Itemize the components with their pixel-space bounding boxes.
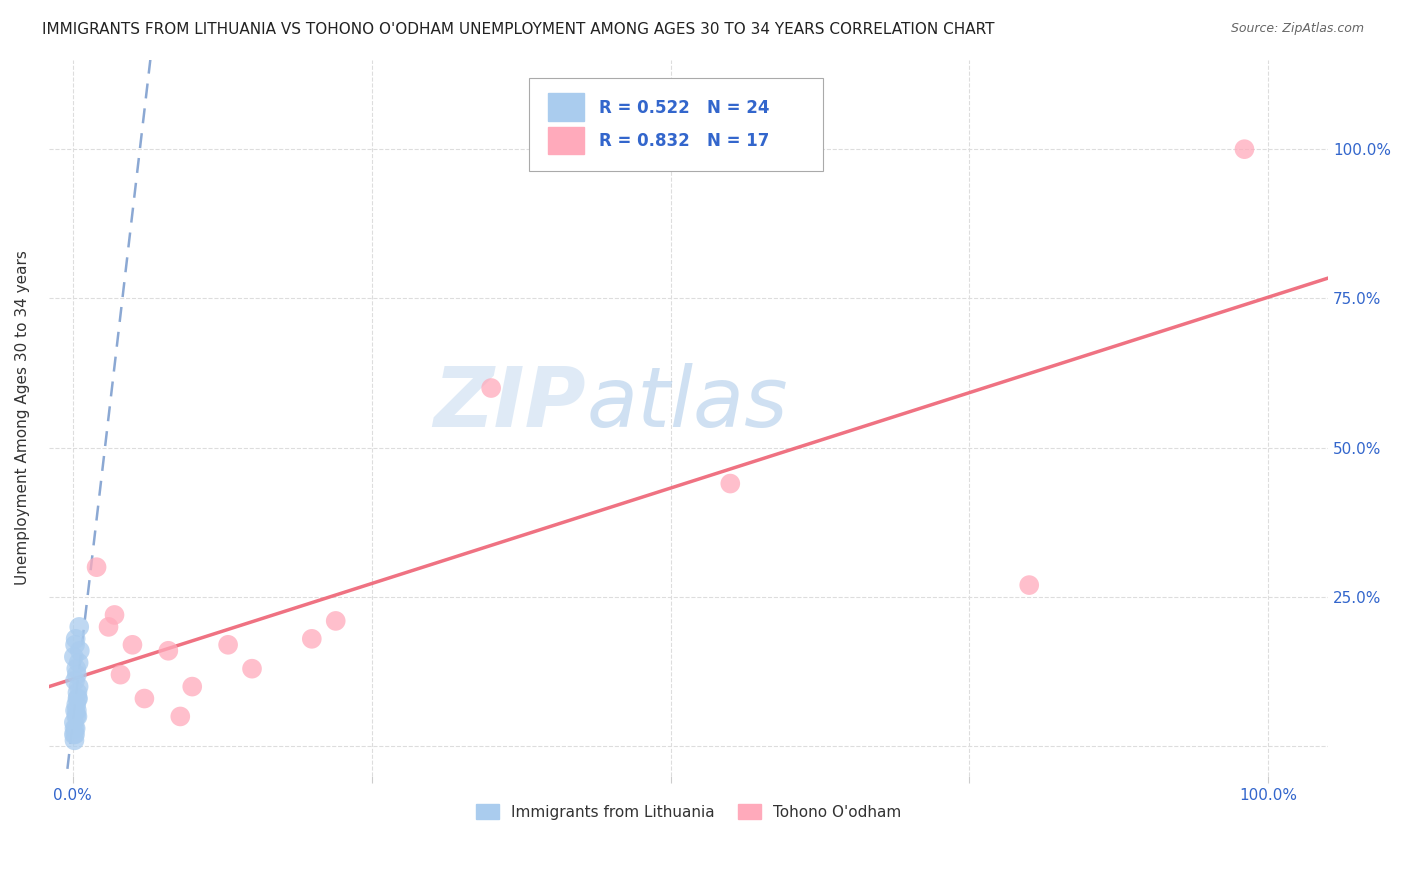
Text: IMMIGRANTS FROM LITHUANIA VS TOHONO O'ODHAM UNEMPLOYMENT AMONG AGES 30 TO 34 YEA: IMMIGRANTS FROM LITHUANIA VS TOHONO O'OD…: [42, 22, 994, 37]
Legend: Immigrants from Lithuania, Tohono O'odham: Immigrants from Lithuania, Tohono O'odha…: [470, 797, 907, 826]
Point: [65, 662, 87, 676]
Point: [63, 727, 86, 741]
Point: [66, 685, 89, 699]
Point: [63, 715, 86, 730]
Bar: [548, 127, 583, 154]
Text: Source: ZipAtlas.com: Source: ZipAtlas.com: [1230, 22, 1364, 36]
Point: [157, 644, 180, 658]
Point: [63, 638, 86, 652]
Text: ZIP: ZIP: [433, 363, 586, 444]
Bar: [548, 94, 583, 120]
Point: [479, 381, 502, 395]
Point: [66, 667, 89, 681]
Point: [66, 691, 89, 706]
Point: [63, 722, 86, 736]
Point: [110, 667, 132, 681]
Point: [63, 673, 86, 688]
Text: R = 0.832   N = 17: R = 0.832 N = 17: [599, 132, 769, 150]
Point: [169, 709, 191, 723]
Point: [121, 638, 143, 652]
Y-axis label: Unemployment Among Ages 30 to 34 years: Unemployment Among Ages 30 to 34 years: [15, 251, 30, 585]
Point: [97, 620, 120, 634]
Point: [65, 698, 87, 712]
Point: [63, 733, 86, 747]
Text: atlas: atlas: [586, 363, 787, 444]
Point: [63, 704, 86, 718]
Point: [240, 662, 263, 676]
Point: [217, 638, 239, 652]
Point: [103, 607, 125, 622]
Point: [67, 691, 90, 706]
Text: R = 0.522   N = 24: R = 0.522 N = 24: [599, 99, 769, 117]
Point: [1018, 578, 1040, 592]
Point: [134, 691, 156, 706]
Point: [181, 680, 204, 694]
Point: [86, 560, 108, 574]
Point: [66, 704, 89, 718]
Point: [65, 722, 87, 736]
Point: [67, 680, 90, 694]
Point: [66, 709, 89, 723]
Point: [718, 476, 741, 491]
Point: [65, 709, 87, 723]
Point: [63, 649, 86, 664]
Point: [65, 632, 87, 646]
Point: [1233, 142, 1256, 156]
FancyBboxPatch shape: [529, 78, 823, 170]
Point: [63, 727, 86, 741]
Point: [67, 656, 90, 670]
Point: [325, 614, 347, 628]
Point: [301, 632, 323, 646]
Point: [69, 644, 91, 658]
Point: [67, 620, 90, 634]
